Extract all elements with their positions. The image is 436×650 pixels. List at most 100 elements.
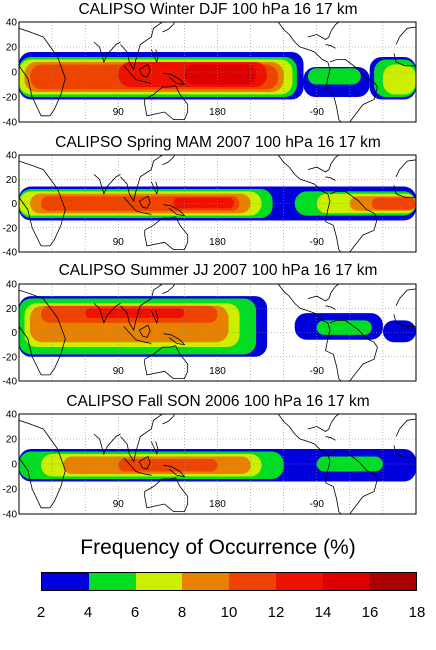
- coastline: [163, 333, 186, 346]
- lat-tick-label: 20: [6, 435, 18, 446]
- coastline: [329, 451, 378, 514]
- lon-tick-label: 180: [209, 499, 226, 510]
- colorbar-tick-label: 2: [36, 604, 46, 621]
- coastline: [277, 414, 342, 514]
- coastline: [123, 65, 152, 84]
- coastline: [393, 53, 416, 67]
- coastline: [163, 464, 186, 478]
- lat-tick-label: 0: [11, 68, 17, 79]
- coastline: [19, 289, 66, 376]
- coastline: [144, 216, 189, 250]
- map-frame-summer: [18, 283, 417, 382]
- colorbar-tick-label: 18: [408, 604, 426, 621]
- coastline: [138, 455, 151, 470]
- coastline: [144, 85, 189, 120]
- lon-tick-label: -90: [310, 499, 325, 510]
- coastline: [393, 185, 416, 198]
- colorbar-cell: [275, 573, 323, 590]
- lat-tick-label: -20: [3, 485, 18, 496]
- coastline: [120, 155, 163, 203]
- lon-tick-label: 90: [113, 499, 125, 510]
- map-frame-fall: [18, 413, 417, 515]
- lat-tick-label: -40: [3, 510, 18, 521]
- colorbar-cell: [42, 573, 89, 590]
- coastline: [120, 284, 163, 332]
- occurrence-band-14-pct: [184, 64, 257, 85]
- map-frame-spring: [18, 154, 417, 253]
- occurrence-band-4-pct: [307, 68, 361, 85]
- coastline: [138, 195, 151, 209]
- lat-tick-label: -40: [3, 248, 18, 259]
- lon-tick-label: 180: [209, 366, 226, 377]
- lon-tick-label: 180: [209, 237, 226, 248]
- lat-tick-label: 40: [6, 410, 18, 421]
- coastline: [277, 155, 342, 252]
- coastline: [123, 326, 152, 344]
- coastline: [150, 181, 159, 196]
- coastline: [150, 49, 159, 64]
- colorbar-tick-label: 12: [267, 604, 285, 621]
- map-panels: 40 20 0 -20 -40 90 180 -90 40 20 0 -20 -40 90 180 -90 40…: [3, 18, 417, 521]
- legend-title: Frequency of Occurrence (%): [80, 536, 356, 559]
- lat-tick-label: 40: [6, 280, 18, 291]
- panel-title-spring: CALIPSO Spring MAM 2007 100 hPa 16 17 km: [55, 134, 381, 151]
- occurrence-band-6-pct: [382, 64, 416, 95]
- panel-title-fall: CALIPSO Fall SON 2006 100 hPa 16 17 km: [66, 393, 370, 410]
- lat-tick-label: 0: [11, 460, 17, 471]
- coastline: [307, 414, 340, 432]
- panel-title-summer: CALIPSO Summer JJ 2007 100 hPa 16 17 km: [58, 262, 378, 279]
- colorbar: [41, 572, 417, 591]
- lon-tick-label: 90: [113, 237, 125, 248]
- coastline: [277, 22, 342, 122]
- lat-tick-label: 0: [11, 328, 17, 339]
- lat-tick-label: 40: [6, 18, 18, 29]
- coastline: [150, 310, 159, 325]
- lon-tick-label: -90: [310, 366, 325, 377]
- coastline: [325, 44, 336, 49]
- coastline: [163, 204, 186, 217]
- coastline: [395, 26, 416, 45]
- coastline: [162, 22, 175, 33]
- coastline: [329, 59, 378, 122]
- coastline: [162, 414, 175, 425]
- occurrence-band-12-pct: [85, 308, 185, 318]
- lat-tick-label: 0: [11, 199, 17, 210]
- colorbar-tick-label: 14: [314, 604, 332, 621]
- coastline: [93, 303, 121, 324]
- coastline: [395, 418, 416, 437]
- lon-tick-label: -90: [310, 237, 325, 248]
- coastline: [19, 419, 66, 509]
- coastline: [162, 284, 175, 295]
- occurrence-band-4-pct: [316, 320, 372, 335]
- lat-tick-label: 20: [6, 304, 18, 315]
- colorbar-cell: [229, 573, 276, 590]
- coastline: [329, 320, 378, 381]
- colorbar-cell: [88, 573, 136, 590]
- occurrence-band-2-pct: [382, 320, 416, 343]
- colorbar-cell: [322, 573, 370, 590]
- colorbar-cell: [369, 573, 416, 590]
- lat-tick-label: -40: [3, 377, 18, 388]
- coastline: [163, 72, 186, 86]
- heatmap-winter: [19, 22, 416, 122]
- colorbar-tick-label: 8: [177, 604, 187, 621]
- coastline: [162, 155, 175, 166]
- heatmap-summer: [19, 284, 416, 381]
- colorbar-tick-label: 4: [83, 604, 93, 621]
- lat-tick-label: -20: [3, 223, 18, 234]
- colorbar-tick-label: 10: [220, 604, 238, 621]
- coastline: [395, 288, 416, 306]
- lon-tick-label: 180: [209, 107, 226, 118]
- lat-tick-label: 40: [6, 151, 18, 162]
- coastline: [120, 414, 163, 463]
- coastline: [307, 22, 340, 40]
- coastline: [123, 457, 152, 476]
- panel-title-winter: CALIPSO Winter DJF 100 hPa 16 17 km: [78, 1, 358, 18]
- coastline: [325, 176, 336, 181]
- colorbar-tick-label: 16: [361, 604, 379, 621]
- coastline: [395, 159, 416, 177]
- map-frame-winter: [18, 21, 417, 123]
- heatmap-spring: [19, 155, 416, 252]
- coastline: [120, 22, 163, 71]
- lon-tick-label: 90: [113, 107, 125, 118]
